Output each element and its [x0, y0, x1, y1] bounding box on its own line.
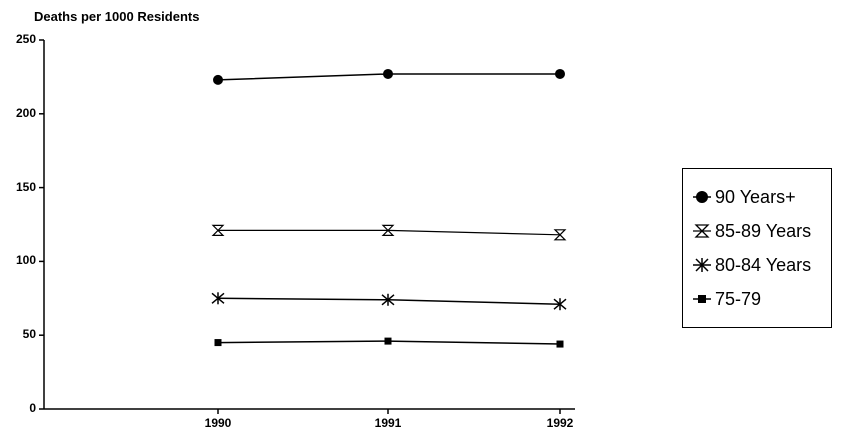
data-point-asterisk [553, 298, 567, 311]
y-axis-label: Deaths per 1000 Residents [34, 9, 200, 24]
legend: 90 Years+ 85-89 Years 80-84 Years 75-79 [682, 168, 832, 328]
x-tick-label: 1992 [546, 416, 574, 430]
data-point-asterisk [211, 292, 225, 305]
y-tick-label: 150 [15, 179, 36, 194]
data-point-asterisk [381, 293, 395, 306]
data-point-circle [555, 68, 565, 79]
y-tick-label: 250 [15, 32, 36, 46]
data-point-hourglass [553, 229, 567, 241]
data-point-circle [383, 68, 393, 79]
data-point-circle [213, 74, 223, 85]
data-point-square [384, 337, 392, 345]
data-point-hourglass [211, 224, 225, 237]
legend-label: 80-84 Years [715, 254, 812, 275]
legend-item-75-79: 75-79 [693, 285, 761, 313]
filled-circle-icon [693, 191, 711, 203]
data-point-square [556, 340, 564, 348]
legend-item-85-89: 85-89 Years [693, 217, 811, 245]
legend-label: 90 Years+ [715, 186, 796, 207]
filled-square-icon [693, 295, 711, 303]
legend-label: 75-79 [715, 288, 762, 309]
data-point-square [214, 339, 222, 347]
legend-item-90-plus: 90 Years+ [693, 183, 796, 211]
asterisk-icon [693, 258, 711, 272]
y-tick-label: 200 [15, 105, 36, 120]
x-tick-label: 1991 [374, 416, 402, 430]
data-point-hourglass [381, 224, 395, 237]
y-tick-label: 100 [15, 253, 36, 268]
x-tick-label: 1990 [204, 416, 232, 430]
legend-label: 85-89 Years [715, 220, 812, 241]
y-tick-label: 0 [29, 401, 36, 415]
legend-item-80-84: 80-84 Years [693, 251, 811, 279]
hourglass-icon [693, 224, 711, 238]
y-tick-label: 50 [22, 327, 36, 342]
